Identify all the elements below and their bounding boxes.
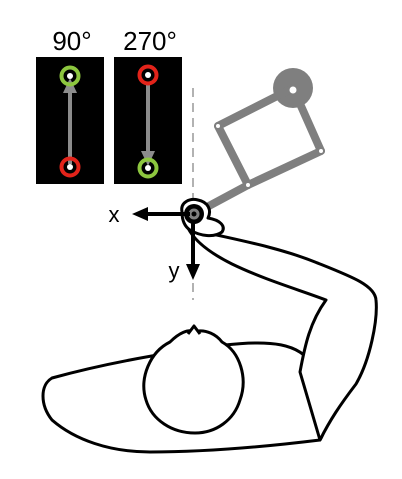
joint-dot xyxy=(216,124,220,128)
end-marker-icon xyxy=(59,156,81,178)
link-right xyxy=(244,147,325,189)
x-axis-arrow-icon xyxy=(132,207,148,221)
coordinate-axes xyxy=(132,207,200,280)
marker-center-dot xyxy=(67,164,73,170)
joint-dot xyxy=(319,149,323,153)
angle-label-270: 270° xyxy=(123,26,177,56)
marker-center-dot xyxy=(145,72,151,78)
head-outline xyxy=(142,329,245,435)
link-left xyxy=(214,122,252,189)
robot-manipulandum xyxy=(190,68,325,218)
y-axis-arrow-icon xyxy=(186,264,200,280)
end-marker-icon xyxy=(137,64,159,86)
marker-center-dot xyxy=(67,73,73,79)
joint-dot xyxy=(246,183,250,187)
target-panel-90 xyxy=(36,57,104,184)
arm-outline xyxy=(186,226,378,442)
start-marker-icon xyxy=(137,157,159,179)
link-base-lower xyxy=(289,84,325,155)
axis-label-x: x xyxy=(109,202,120,227)
subject-top-view xyxy=(41,198,378,454)
angle-label-90: 90° xyxy=(52,26,91,56)
link-base-upper xyxy=(214,84,297,130)
marker-center-dot xyxy=(145,165,151,171)
nose-outline xyxy=(186,324,202,335)
start-marker-icon xyxy=(59,65,81,87)
target-panel-270 xyxy=(114,57,182,184)
joint-dot xyxy=(289,86,297,94)
handle-grip xyxy=(184,204,204,224)
linkage-joints xyxy=(216,86,323,187)
axis-label-y: y xyxy=(169,258,180,283)
